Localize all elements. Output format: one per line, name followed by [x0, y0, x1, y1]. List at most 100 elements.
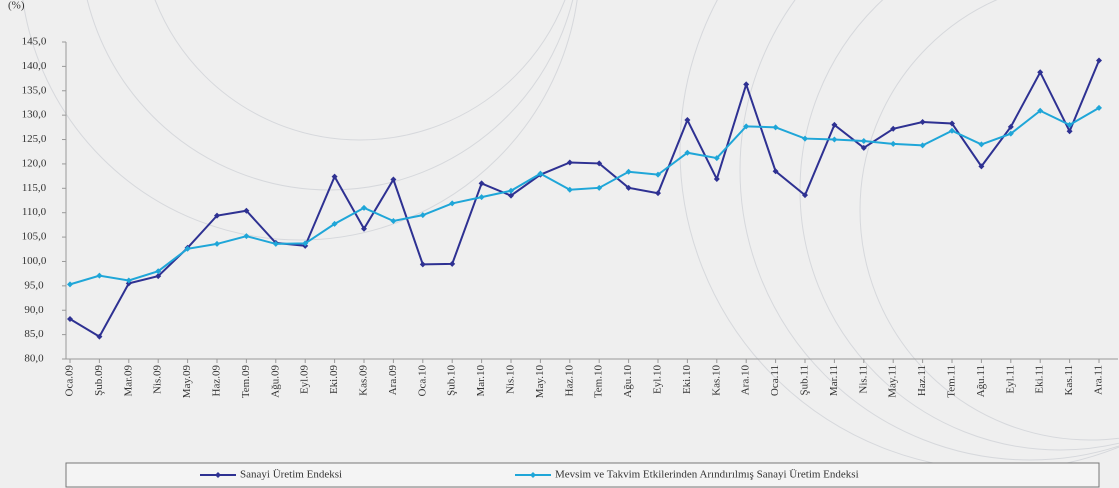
point-marker	[596, 184, 603, 191]
series-line	[69, 106, 1100, 286]
point-marker	[96, 272, 103, 279]
point-marker	[272, 240, 279, 247]
x-tick-label: Ara.10	[740, 365, 752, 396]
x-tick-label: Şub.11	[799, 365, 811, 395]
point-marker	[302, 240, 309, 247]
background-decoration	[22, 0, 1119, 471]
x-tick-label: May.09	[181, 365, 193, 399]
x-tick-label: Oca.09	[64, 365, 76, 397]
x-tick-label: Kas.11	[1063, 365, 1075, 395]
point-marker	[390, 176, 397, 183]
point-marker	[96, 333, 103, 340]
point-marker	[713, 155, 720, 162]
y-tick-label: 135,0	[22, 84, 47, 96]
point-marker	[537, 170, 544, 177]
point-marker	[1037, 107, 1044, 114]
x-tick-label: May.11	[887, 365, 899, 398]
y-axis-unit: (%)	[8, 0, 25, 12]
x-tick-label: Ağu.11	[975, 365, 987, 397]
y-tick-label: 115,0	[22, 182, 47, 194]
point-marker	[361, 225, 367, 232]
x-tick-label: Haz.10	[563, 365, 575, 397]
x-tick-label: Eki.10	[681, 365, 693, 395]
legend-box	[65, 462, 1100, 488]
point-marker	[1066, 128, 1073, 135]
x-tick-label: Haz.09	[211, 365, 223, 397]
y-tick-label: 110,0	[22, 206, 47, 218]
point-marker	[243, 207, 250, 214]
legend-marker	[530, 472, 536, 478]
y-tick-label: 130,0	[22, 109, 47, 121]
legend-marker	[215, 472, 221, 478]
x-tick-label: Eki.09	[328, 365, 340, 395]
point-marker	[449, 260, 456, 267]
x-tick-label: Eyl.09	[299, 365, 311, 395]
point-marker	[625, 184, 632, 191]
y-tick-label: 140,0	[22, 60, 47, 72]
point-marker	[919, 142, 926, 149]
x-tick-label: Mar.10	[475, 365, 487, 397]
point-marker	[1096, 57, 1102, 64]
point-marker	[890, 125, 897, 132]
x-tick-label: Şub.10	[446, 365, 458, 396]
x-tick-label: Ağu.09	[269, 365, 281, 398]
point-marker	[743, 123, 750, 130]
point-marker	[1066, 121, 1073, 128]
point-marker	[772, 124, 779, 131]
point-marker	[478, 180, 485, 187]
point-marker	[1096, 104, 1102, 111]
y-tick-label: 145,0	[22, 36, 47, 48]
point-marker	[419, 212, 426, 219]
x-tick-label: Kas.10	[710, 365, 722, 396]
x-tick-label: Ara.09	[387, 365, 399, 396]
point-marker	[978, 163, 985, 170]
x-tick-label: Kas.09	[358, 365, 370, 396]
point-marker	[860, 138, 867, 145]
point-marker	[919, 118, 926, 125]
point-marker	[831, 121, 838, 128]
point-marker	[478, 194, 485, 201]
x-tick-label: Eyl.11	[1004, 365, 1016, 394]
point-marker	[155, 268, 162, 275]
point-marker	[743, 81, 750, 88]
y-tick-label: 105,0	[22, 231, 47, 243]
point-marker	[566, 186, 573, 193]
point-marker	[331, 173, 338, 180]
x-tick-label: Eyl.10	[652, 365, 664, 395]
point-marker	[67, 281, 73, 288]
point-marker	[331, 220, 338, 227]
y-tick-label: 90,0	[24, 304, 44, 316]
point-marker	[508, 187, 514, 194]
x-tick-label: Nis.11	[857, 365, 869, 394]
point-marker	[684, 117, 691, 124]
point-marker	[419, 261, 426, 268]
y-tick-label: 120,0	[22, 157, 47, 169]
point-marker	[214, 240, 220, 247]
legend-label: Sanayi Üretim Endeksi	[240, 469, 342, 481]
point-marker	[390, 217, 397, 224]
x-tick-label: Mar.11	[828, 365, 840, 396]
x-tick-label: May.10	[534, 365, 546, 399]
point-marker	[949, 127, 955, 134]
point-marker	[890, 140, 897, 147]
point-marker	[596, 160, 603, 167]
legend-label: Mevsim ve Takvim Etkilerinden Arındırılm…	[555, 469, 859, 481]
x-tick-label: Mar.09	[122, 365, 134, 397]
series-line	[69, 60, 1100, 338]
x-tick-label: Ara.11	[1093, 365, 1105, 395]
point-marker	[802, 135, 808, 142]
x-tick-label: Tem.09	[240, 365, 252, 399]
x-tick-label: Nis.09	[152, 365, 164, 395]
point-marker	[1037, 69, 1044, 76]
point-marker	[449, 200, 456, 207]
x-tick-label: Haz.11	[916, 365, 928, 396]
point-marker	[949, 120, 955, 127]
point-marker	[772, 168, 779, 175]
point-marker	[214, 212, 220, 219]
y-tick-label: 125,0	[22, 133, 47, 145]
point-marker	[802, 192, 808, 199]
point-marker	[655, 171, 661, 178]
point-marker	[361, 204, 367, 211]
x-tick-label: Eki.11	[1034, 365, 1046, 394]
